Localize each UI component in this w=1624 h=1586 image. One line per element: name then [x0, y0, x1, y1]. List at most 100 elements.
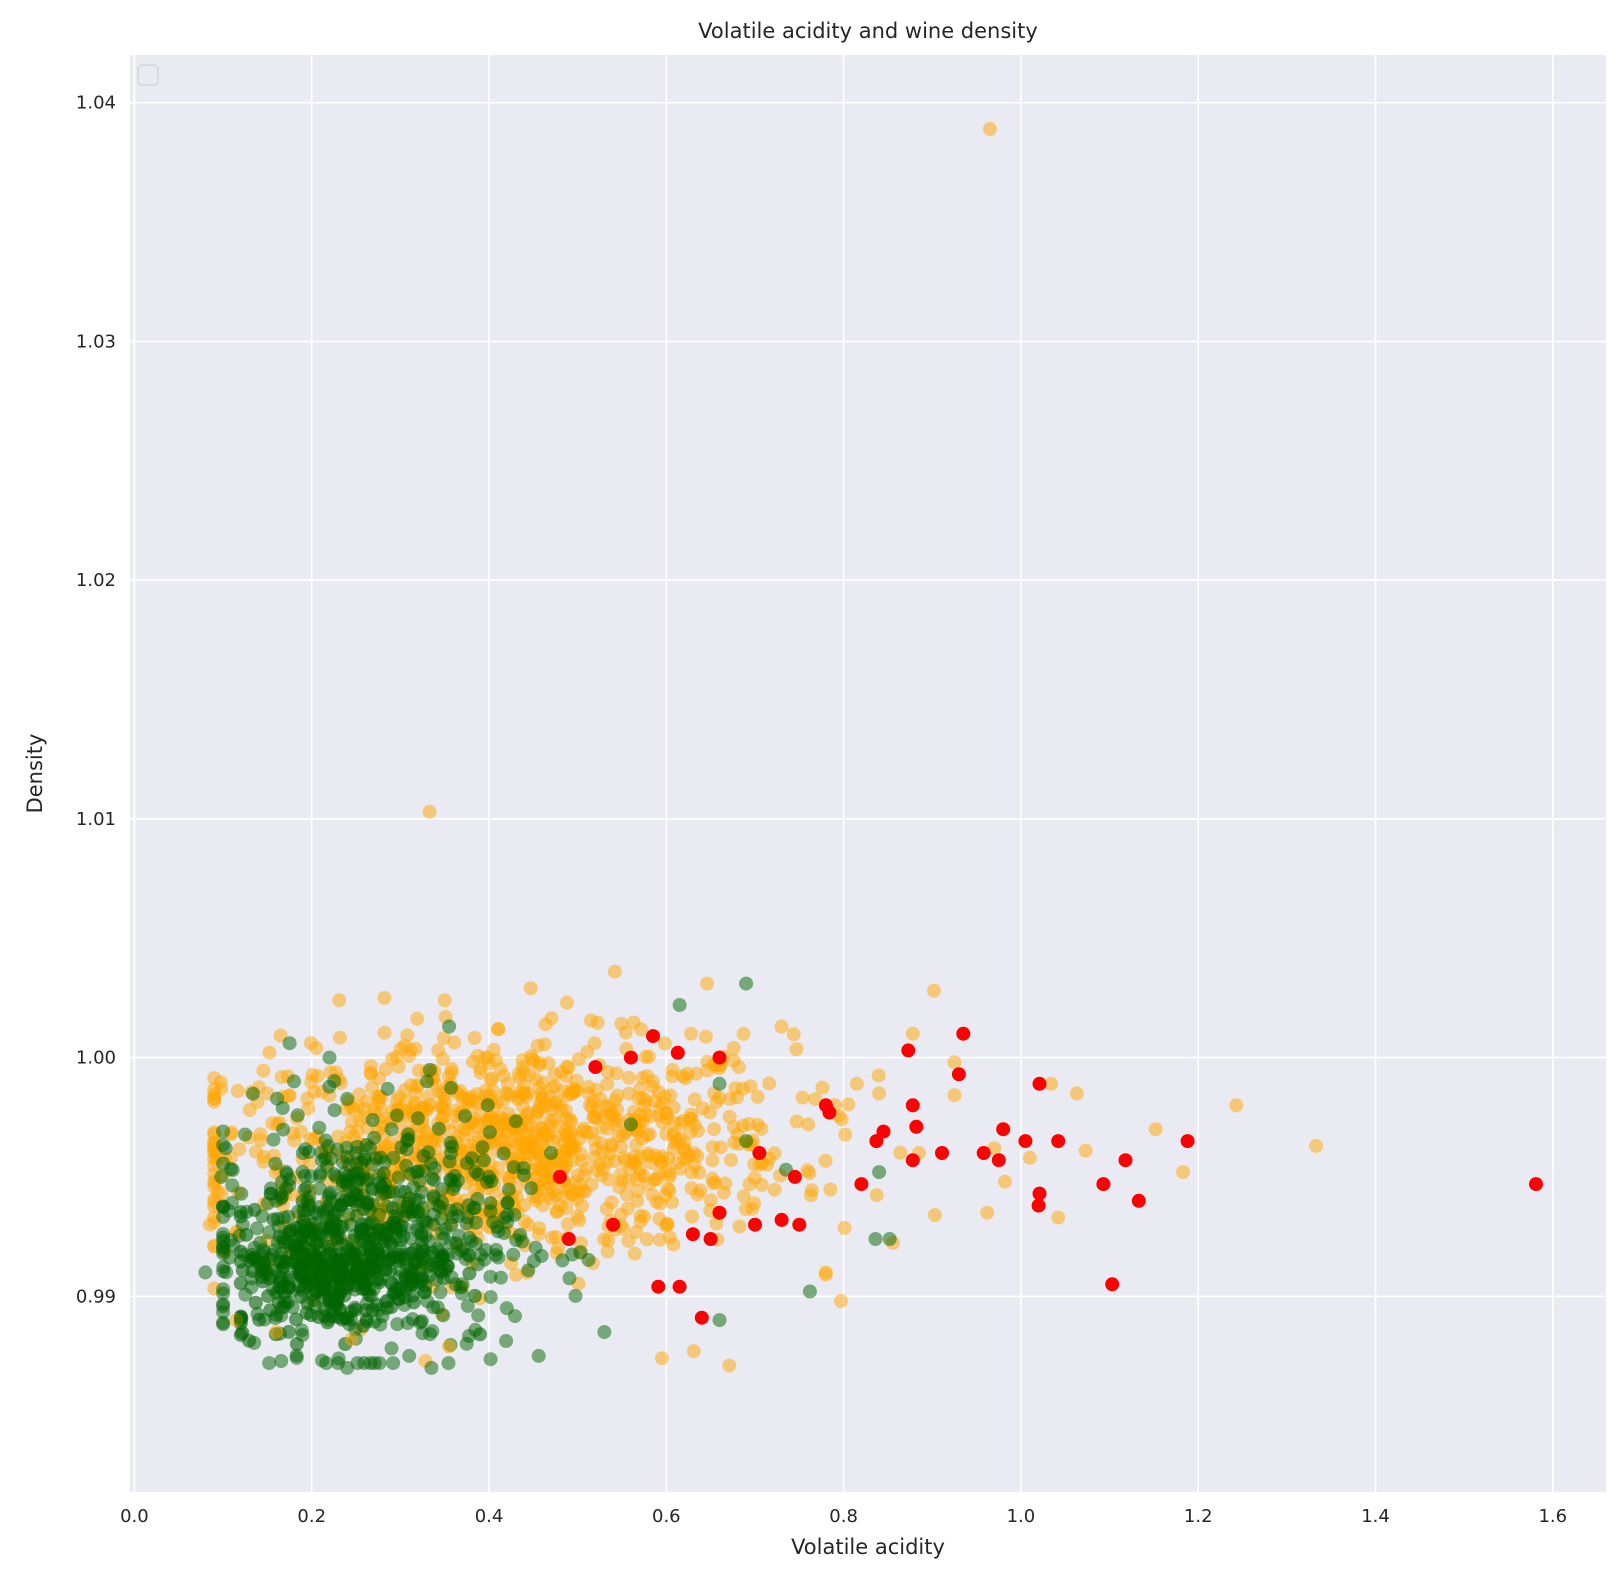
x-tick-label: 0.4 [475, 1506, 504, 1527]
scatter-point [528, 1240, 543, 1255]
scatter-point [659, 1106, 674, 1121]
scatter-point [233, 1276, 248, 1291]
scatter-point [330, 1232, 345, 1247]
scatter-point [652, 1232, 667, 1247]
scatter-point [393, 1241, 408, 1256]
scatter-point [606, 1217, 621, 1232]
scatter-point [502, 1171, 517, 1186]
scatter-point [815, 1080, 830, 1095]
scatter-point [354, 1221, 369, 1236]
scatter-point [473, 1065, 488, 1080]
scatter-point [1229, 1098, 1244, 1113]
scatter-point [282, 1280, 297, 1295]
scatter-point [726, 1041, 741, 1055]
scatter-point [352, 1087, 367, 1102]
x-tick-label: 0.0 [120, 1506, 149, 1527]
scatter-point [375, 1180, 390, 1194]
scatter-point [646, 1074, 660, 1089]
scatter-point [717, 1185, 731, 1200]
scatter-point [868, 1232, 883, 1246]
scatter-point [804, 1188, 818, 1203]
scatter-point [728, 1081, 743, 1096]
scatter-point [499, 1301, 514, 1316]
scatter-point [549, 1229, 563, 1244]
scatter-point [416, 1164, 431, 1178]
scatter-point [767, 1182, 782, 1197]
scatter-point [198, 1265, 213, 1280]
x-axis-label: Volatile acidity [791, 1535, 945, 1559]
scatter-point [216, 1199, 231, 1214]
scatter-point [739, 1134, 754, 1149]
scatter-point [1069, 1086, 1084, 1101]
scatter-point [1131, 1193, 1146, 1208]
scatter-point [455, 1277, 470, 1292]
scatter-point [378, 1062, 393, 1077]
scatter-point [262, 1356, 277, 1371]
scatter-point [517, 1214, 532, 1229]
scatter-point [532, 1099, 547, 1114]
scatter-point [619, 1187, 634, 1202]
scatter-point [608, 1093, 623, 1108]
x-tick-label: 1.6 [1538, 1506, 1567, 1527]
scatter-point [304, 1075, 319, 1090]
scatter-point [935, 1146, 949, 1160]
scatter-point [250, 1221, 264, 1236]
scatter-point [703, 1232, 718, 1246]
scatter-point [467, 1030, 482, 1045]
scatter-point [956, 1026, 971, 1041]
scatter-point [316, 1204, 331, 1219]
scatter-point [515, 1234, 530, 1249]
scatter-point [663, 1088, 678, 1103]
x-tick-labels: 0.0 0.2 0.4 0.6 0.8 1.0 1.2 1.4 1.6 [120, 1506, 1567, 1527]
scatter-point [406, 1295, 421, 1310]
scatter-point [274, 1070, 289, 1085]
scatter-point [565, 1153, 580, 1168]
scatter-point [393, 1282, 408, 1297]
scatter-point [466, 1201, 481, 1216]
scatter-point [489, 1113, 504, 1127]
scatter-point [411, 1204, 426, 1219]
scatter-point [568, 1288, 583, 1303]
scatter-point [526, 1254, 541, 1269]
scatter-point [666, 1237, 681, 1252]
scatter-point [742, 1177, 757, 1192]
scatter-point [982, 122, 997, 136]
scatter-point [882, 1232, 897, 1246]
scatter-point [569, 1073, 584, 1088]
scatter-point [741, 1117, 756, 1131]
scatter-point [789, 1114, 804, 1129]
scatter-point [398, 1185, 413, 1199]
scatter-point [295, 1146, 310, 1160]
scatter-point [282, 1178, 297, 1193]
scatter-point [486, 1215, 501, 1230]
x-tick-label: 0.2 [297, 1506, 326, 1527]
scatter-point [422, 804, 437, 819]
scatter-point [530, 1038, 545, 1053]
data-points [198, 122, 1543, 1375]
scatter-point [951, 1067, 966, 1082]
y-tick-label: 1.03 [76, 331, 116, 352]
scatter-point [214, 1186, 229, 1201]
scatter-point [377, 1025, 392, 1040]
scatter-point [426, 1191, 441, 1206]
scatter-point [641, 1148, 656, 1163]
scatter-point [340, 1091, 355, 1106]
scatter-point [1051, 1210, 1066, 1225]
scatter-point [561, 1232, 576, 1246]
scatter-point [586, 1110, 601, 1125]
scatter-point [458, 1252, 473, 1267]
scatter-point [712, 1313, 727, 1328]
scatter-point [531, 1348, 546, 1363]
scatter-point [279, 1166, 294, 1181]
scatter-point [597, 1325, 612, 1340]
scatter-point [947, 1055, 962, 1070]
y-tick-label: 1.02 [76, 570, 116, 591]
scatter-point [276, 1122, 291, 1137]
scatter-point [500, 1196, 515, 1210]
scatter-point [422, 1097, 437, 1112]
scatter-point [544, 1146, 559, 1160]
scatter-point [233, 1244, 248, 1259]
scatter-point [1180, 1134, 1195, 1149]
scatter-point [660, 1216, 675, 1231]
scatter-point [837, 1220, 852, 1235]
